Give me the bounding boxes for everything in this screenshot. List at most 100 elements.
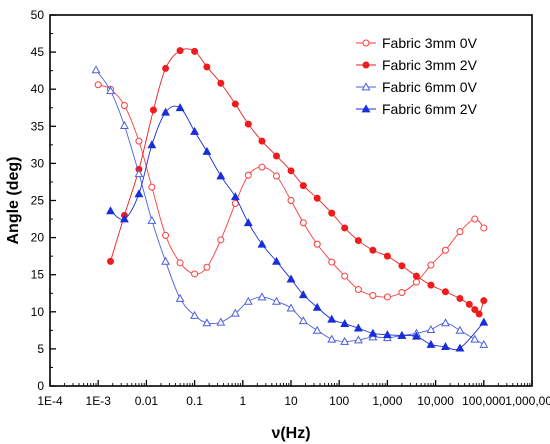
y-tick-label: 35 — [31, 119, 45, 133]
series-line — [110, 105, 485, 351]
y-tick-label: 25 — [31, 194, 45, 208]
data-point — [383, 293, 391, 301]
y-tick-label: 15 — [31, 268, 45, 282]
data-point — [313, 194, 321, 202]
data-point — [341, 224, 349, 232]
x-tick-label: 0.01 — [135, 394, 159, 408]
data-point — [328, 258, 336, 266]
data-point — [134, 169, 144, 178]
data-point — [479, 339, 489, 348]
data-point — [120, 102, 128, 110]
data-point — [107, 257, 115, 265]
legend-label: Fabric 6mm 2V — [382, 101, 478, 117]
data-point — [203, 63, 211, 71]
data-point — [369, 291, 377, 299]
data-point — [91, 65, 101, 74]
data-point — [328, 209, 336, 217]
data-point — [176, 259, 184, 267]
data-point — [175, 293, 185, 302]
x-tick-label: 10,000 — [417, 394, 454, 408]
data-point — [119, 214, 129, 223]
data-point — [190, 126, 200, 135]
data-point — [161, 107, 171, 116]
x-tick-label: 1,000 — [372, 394, 402, 408]
y-tick-label: 30 — [31, 156, 45, 170]
data-point — [397, 330, 407, 339]
legend-marker — [362, 61, 370, 69]
legend-item: Fabric 3mm 0V — [356, 35, 478, 51]
data-point — [272, 256, 281, 265]
data-point — [471, 306, 479, 314]
data-point — [243, 218, 253, 227]
data-point — [230, 308, 240, 317]
data-point — [106, 206, 115, 215]
data-point — [353, 323, 363, 332]
data-point — [134, 189, 144, 198]
data-point — [471, 215, 479, 223]
x-tick-label: 0.1 — [186, 394, 203, 408]
data-point — [441, 288, 449, 296]
data-point — [216, 317, 226, 326]
data-point — [191, 47, 199, 55]
x-tick-label: 100,000 — [462, 394, 506, 408]
data-point — [480, 297, 488, 305]
data-point — [341, 272, 349, 280]
legend-marker — [361, 104, 371, 113]
data-point — [412, 272, 420, 280]
data-point — [354, 237, 362, 245]
data-point — [231, 199, 239, 207]
data-point — [202, 146, 212, 155]
legend-item: Fabric 3mm 2V — [356, 57, 478, 73]
x-tick-label: 100 — [329, 394, 349, 408]
data-point — [257, 239, 267, 248]
data-point — [272, 152, 280, 160]
data-point — [299, 219, 307, 227]
x-tick-label: 10 — [284, 394, 298, 408]
data-point — [272, 172, 280, 180]
data-point — [287, 197, 295, 204]
data-point — [426, 324, 436, 333]
x-axis-title: ν(Hz) — [271, 425, 310, 442]
data-point — [455, 325, 465, 334]
legend-label: Fabric 6mm 0V — [382, 79, 478, 95]
legend-marker — [362, 39, 370, 47]
y-tick-label: 40 — [31, 82, 45, 96]
series-1 — [94, 81, 488, 301]
data-point — [175, 103, 185, 112]
data-point — [149, 106, 157, 114]
data-point — [244, 120, 252, 128]
tick-marks: 0 5 10 15 20 25 30 35 40 45 50 1E-4 1E-3 0.01 0.1 1 10 10… — [31, 8, 550, 408]
data-point — [106, 86, 115, 95]
data-point — [231, 100, 239, 108]
data-point — [119, 120, 129, 129]
series-2 — [107, 47, 488, 318]
y-tick-label: 5 — [37, 342, 44, 356]
data-point — [203, 263, 211, 271]
data-point — [369, 246, 377, 254]
data-point — [440, 342, 450, 351]
data-point — [312, 302, 322, 311]
data-point — [202, 318, 212, 327]
data-point — [298, 290, 308, 299]
x-tick-label: 1E-4 — [37, 394, 63, 408]
data-point — [327, 334, 337, 343]
data-point — [398, 262, 406, 270]
y-tick-label: 50 — [31, 8, 45, 22]
data-point — [258, 163, 266, 171]
data-point — [147, 140, 157, 149]
data-point — [340, 336, 350, 345]
legend-item: Fabric 6mm 0V — [356, 79, 478, 95]
data-point — [411, 331, 421, 340]
data-point — [456, 228, 464, 236]
data-point — [470, 334, 480, 343]
data-point — [135, 137, 143, 145]
data-point — [287, 167, 295, 175]
legend-marker — [361, 82, 371, 91]
data-point — [456, 294, 464, 302]
x-tick-label: 1E-3 — [86, 394, 112, 408]
data-point — [176, 47, 184, 55]
data-point — [94, 81, 102, 89]
data-point — [313, 240, 321, 248]
data-point — [383, 252, 391, 260]
